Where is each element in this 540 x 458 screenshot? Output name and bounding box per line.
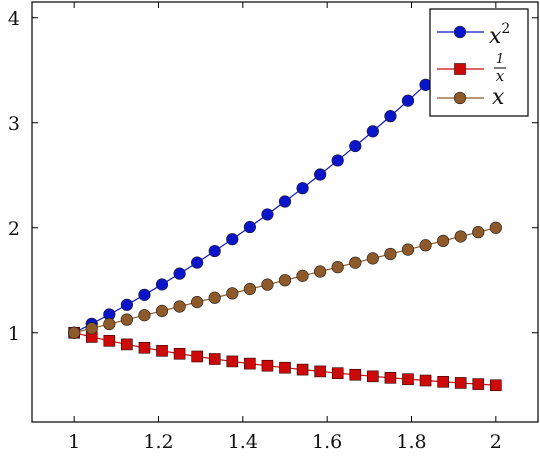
series-1-over-x-point	[138, 341, 151, 354]
series-x-pow-2-point	[120, 298, 133, 311]
series-x-point	[191, 295, 204, 309]
x-tick-label: 1.8	[396, 431, 426, 453]
series-x-pow-2-point	[191, 256, 204, 269]
series-x-point	[120, 313, 133, 326]
series-x-pow-2-point	[401, 94, 415, 107]
series-1-over-x-point	[191, 350, 203, 363]
x-tick-label: 1.2	[143, 431, 173, 453]
series-x-pow-2-point	[278, 195, 292, 208]
series-1-over-x-point	[384, 371, 397, 384]
legend-swatch-1-over-x	[437, 63, 484, 75]
series-1-over-x-point	[156, 345, 168, 357]
legend-box	[429, 8, 529, 117]
series-1-over-x-point	[437, 375, 449, 388]
series-x-pow-2-point	[208, 244, 221, 258]
series-x-point	[138, 309, 151, 322]
series-x-point	[401, 243, 415, 256]
legend-label-x: x	[492, 85, 505, 110]
series-x-point	[437, 234, 450, 247]
series-1-over-x-point	[103, 335, 116, 347]
series-1-over-x-point	[367, 370, 379, 383]
x-tick-label: 2	[490, 431, 502, 453]
series-1-over-x-point	[226, 355, 239, 368]
series-x-point	[314, 265, 327, 278]
series-1-over-x	[68, 326, 502, 392]
legend-swatch-1-over-x-marker	[454, 63, 466, 75]
x-tick-label: 1.6	[312, 431, 342, 453]
legend-label-reciprocal-numerator: 1	[496, 52, 504, 67]
series-x-point	[384, 247, 397, 261]
series-layer	[68, 11, 502, 392]
x-tick-label: 1.4	[228, 431, 258, 453]
series-x-point	[296, 269, 309, 282]
series-x-point	[68, 326, 81, 339]
series-1-over-x-point	[173, 347, 186, 360]
series-x-pow-2-point	[155, 278, 169, 291]
y-tick-label: 2	[8, 218, 20, 240]
series-1-over-x-point	[472, 378, 485, 390]
series-x-point	[472, 226, 485, 239]
series-1-over-x-point	[490, 379, 502, 392]
legend-swatch-x-pow-2	[437, 25, 484, 39]
series-x-point	[349, 256, 362, 269]
y-tick-label: 4	[8, 8, 20, 30]
series-1-over-x-point	[121, 338, 133, 351]
series-1-over-x-point	[454, 377, 467, 389]
y-tick-label: 3	[8, 113, 20, 135]
series-x-point	[454, 230, 467, 243]
series-1-over-x-point	[296, 363, 309, 376]
series-x-pow-2-point	[349, 139, 362, 153]
axis-ticks: 1 1.2 1.4 1.6 1.8 2 1 2 3 4	[8, 2, 538, 453]
series-x-point	[85, 322, 98, 335]
series-x-pow-2-point	[296, 182, 309, 195]
x-tick-label: 1	[68, 431, 80, 453]
series-x-point	[173, 300, 186, 313]
series-1-over-x-point	[419, 374, 432, 387]
series-x-pow-2-point	[331, 154, 344, 167]
legend-label-x-squared-exponent: 2	[501, 21, 510, 37]
legend: x2 1 x x	[429, 8, 529, 117]
series-1-over-x-point	[279, 361, 291, 374]
series-x-point	[261, 278, 274, 291]
series-1-over-x-line	[74, 332, 496, 386]
series-x	[68, 221, 502, 339]
series-1-over-x-point	[349, 368, 362, 381]
legend-swatch-x	[437, 91, 484, 105]
y-tick-label: 1	[8, 323, 20, 345]
series-x-point	[243, 282, 256, 296]
legend-label-reciprocal-denominator: x	[496, 67, 505, 85]
series-x-point	[366, 252, 379, 265]
series-1-over-x-point	[402, 373, 414, 385]
legend-label-x-squared: x2	[489, 21, 510, 49]
series-x-pow-2-point	[384, 110, 397, 123]
series-x-point	[278, 274, 292, 287]
series-x-point	[155, 304, 169, 318]
series-1-over-x-point	[261, 359, 274, 372]
series-x-point	[226, 287, 239, 300]
series-1-over-x-point	[331, 367, 344, 379]
series-1-over-x-point	[244, 357, 256, 370]
series-x-point	[331, 261, 344, 274]
series-1-over-x-point	[314, 365, 326, 378]
plot-frame	[31, 1, 539, 423]
series-x-point	[489, 221, 502, 234]
series-x-point	[208, 291, 221, 304]
series-x-pow-2-point	[314, 168, 327, 181]
series-x-pow-2-point	[261, 208, 274, 221]
series-x-pow-2-point	[243, 220, 256, 234]
series-x-pow-2-point	[226, 233, 239, 246]
series-1-over-x-point	[208, 353, 221, 365]
legend-swatch-x-pow-2-marker	[453, 25, 467, 39]
legend-entries	[437, 25, 484, 105]
series-x-pow-2-point	[173, 267, 186, 280]
legend-label-x-squared-base: x	[489, 24, 502, 49]
legend-swatch-x-marker	[453, 91, 467, 105]
series-x-pow-2-point	[138, 288, 151, 301]
series-x-point	[419, 239, 432, 252]
series-x-point	[103, 317, 116, 331]
series-x-pow-2-point	[366, 125, 379, 138]
